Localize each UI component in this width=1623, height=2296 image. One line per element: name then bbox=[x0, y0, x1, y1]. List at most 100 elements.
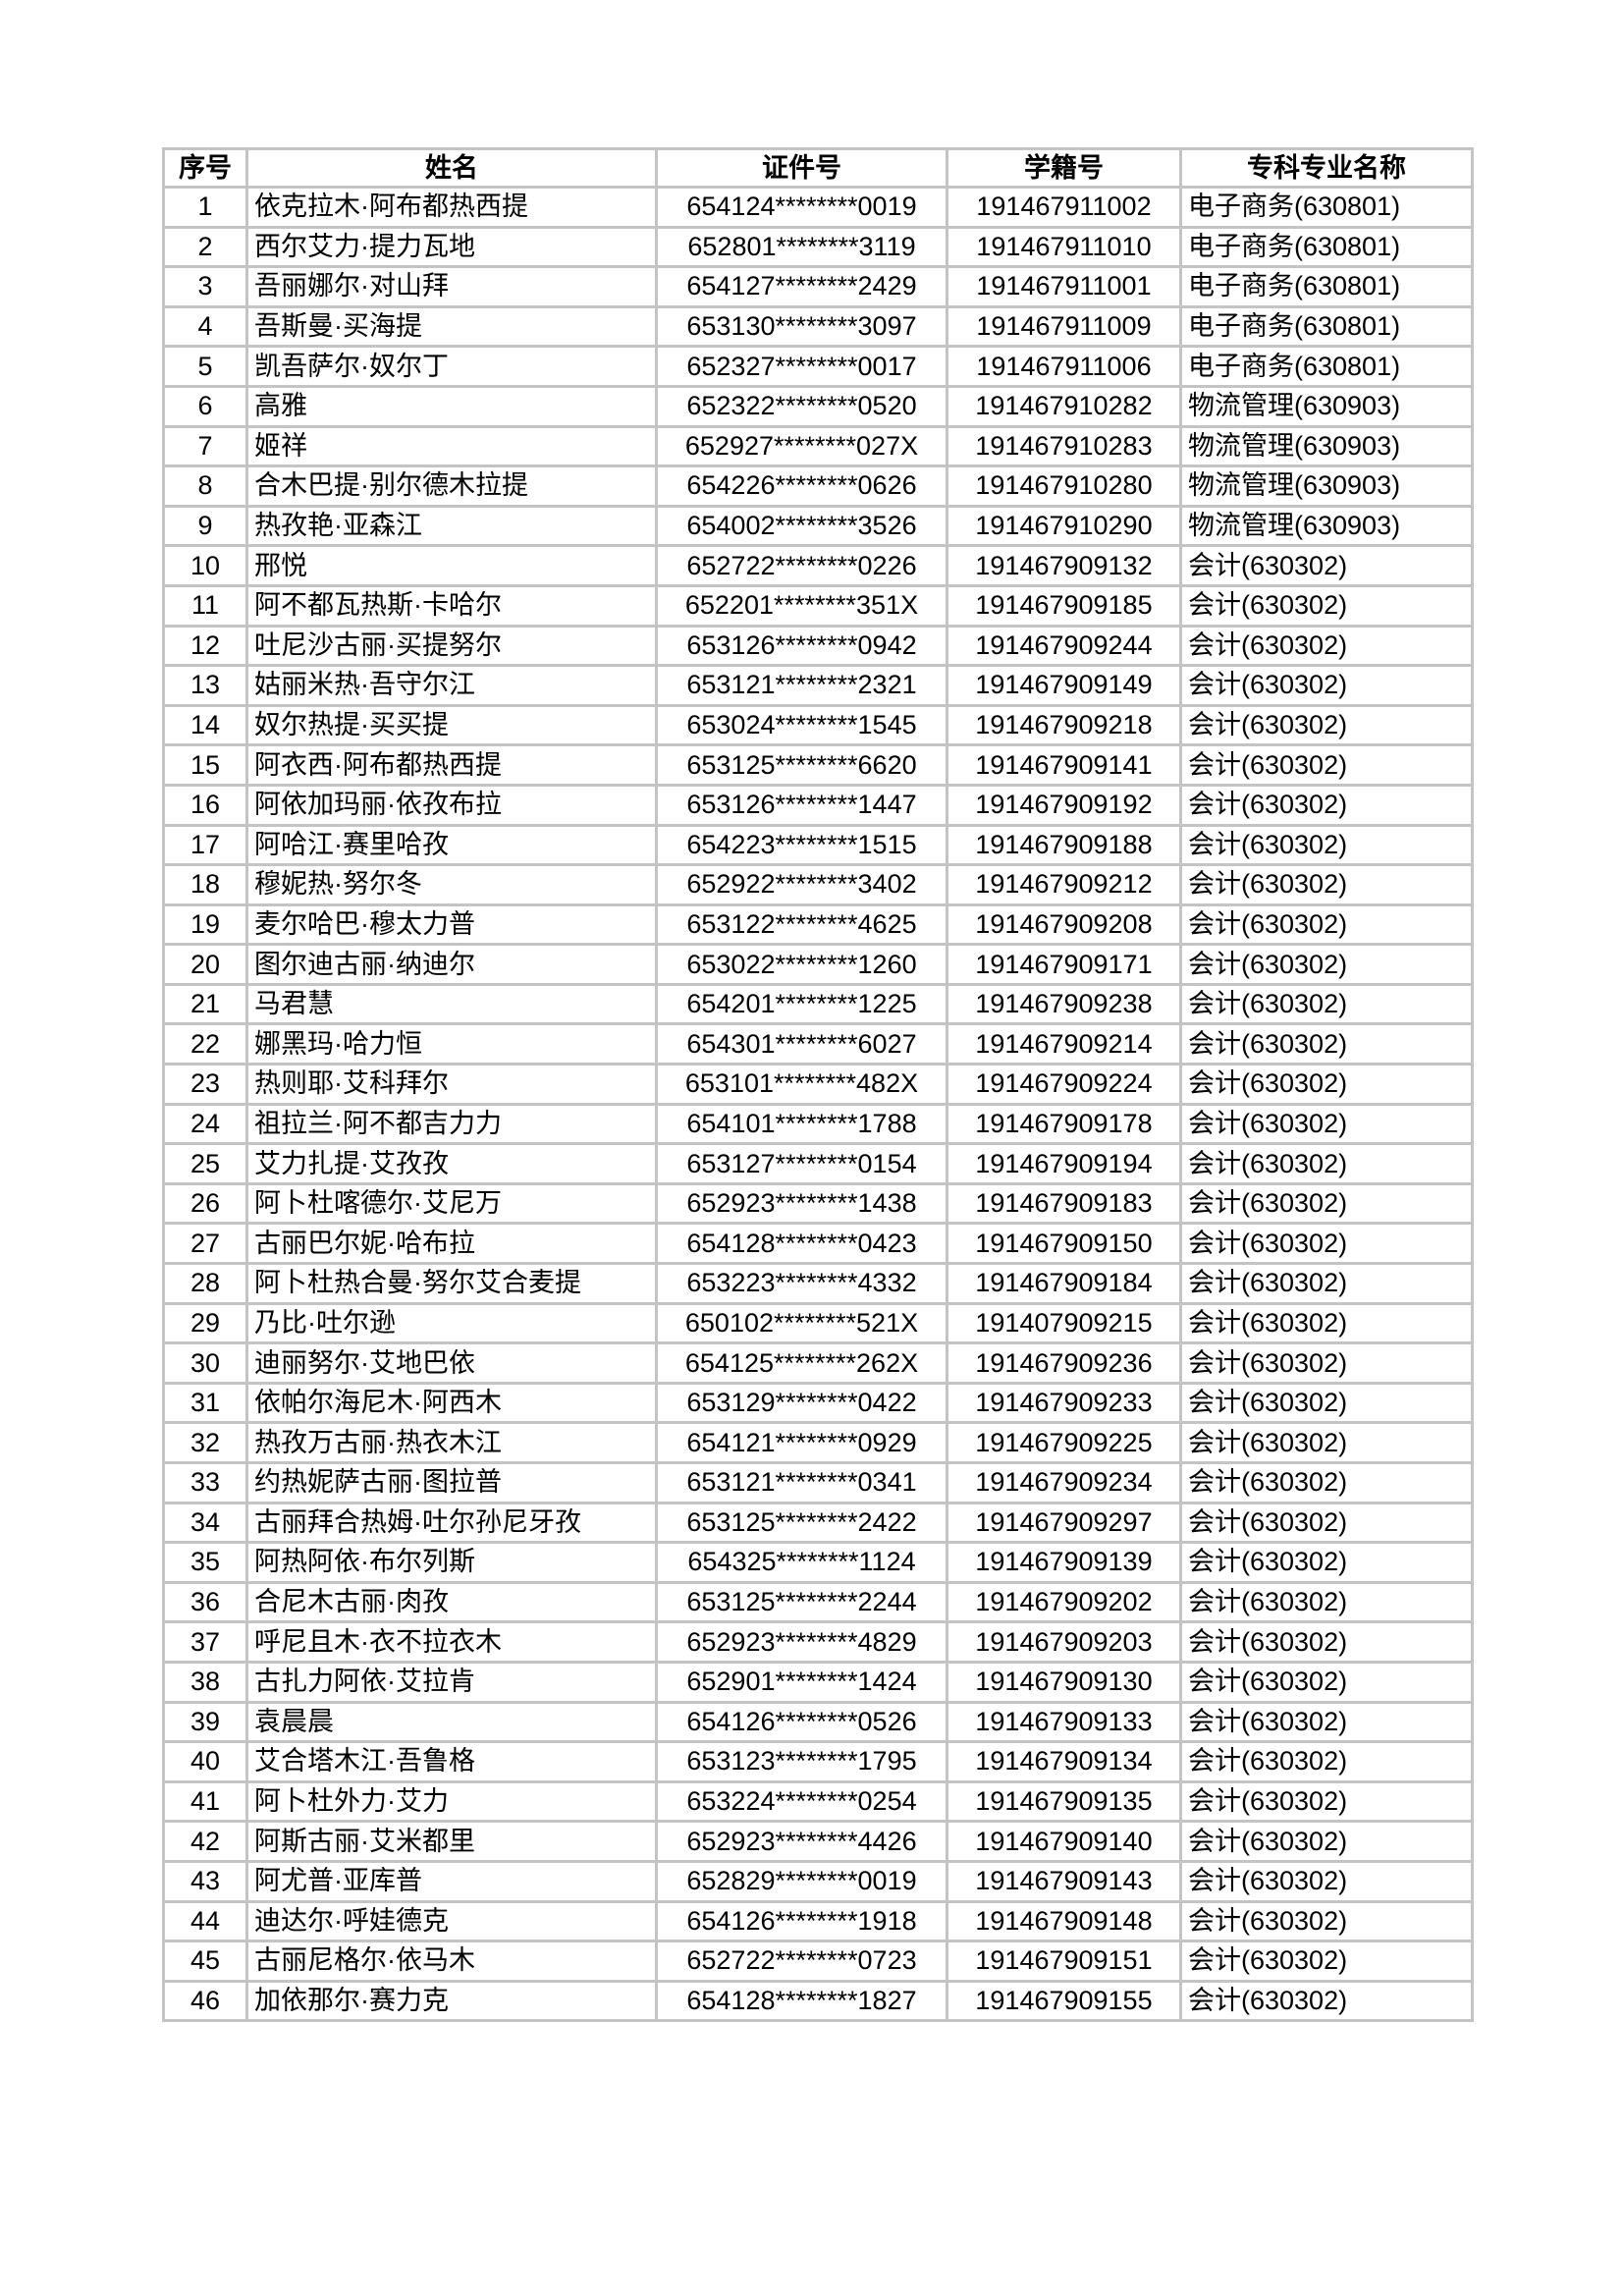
cell-name: 合木巴提·别尔德木拉提 bbox=[245, 465, 658, 508]
cell-student-number: 191467909184 bbox=[946, 1262, 1182, 1305]
cell-student-number: 191467910290 bbox=[946, 504, 1182, 548]
cell-seq: 37 bbox=[162, 1620, 248, 1664]
cell-student-number: 191467909185 bbox=[946, 583, 1182, 628]
cell-name: 阿尤普·亚库普 bbox=[245, 1859, 658, 1903]
cell-seq: 10 bbox=[162, 544, 248, 587]
cell-seq: 25 bbox=[162, 1142, 248, 1185]
cell-id-number: 653130********3097 bbox=[655, 304, 948, 349]
cell-seq: 8 bbox=[162, 465, 248, 508]
cell-major: 会计(630302) bbox=[1179, 943, 1474, 986]
cell-name: 阿不都瓦热斯·卡哈尔 bbox=[245, 583, 658, 628]
table-row: 18 穆妮热·努尔冬 652922********3402 191467909212 会… bbox=[162, 863, 1474, 906]
cell-seq: 38 bbox=[162, 1660, 248, 1704]
cell-major: 物流管理(630903) bbox=[1179, 465, 1474, 508]
cell-student-number: 191467909183 bbox=[946, 1181, 1182, 1226]
cell-student-number: 191467909148 bbox=[946, 1899, 1182, 1943]
cell-name: 约热妮萨古丽·图拉普 bbox=[245, 1461, 658, 1504]
table-row: 10 邢悦 652722********0226 191467909132 会计(630… bbox=[162, 544, 1474, 587]
table-row: 5 凯吾萨尔·奴尔丁 652327********0017 191467911006 电… bbox=[162, 345, 1474, 388]
table-row: 37 呼尼且木·衣不拉衣木 652923********4829 1914679092… bbox=[162, 1620, 1474, 1664]
table-body: 1 依克拉木·阿布都热西提 654124********0019 1914679110… bbox=[162, 186, 1474, 2023]
cell-id-number: 654127********2429 bbox=[655, 265, 948, 308]
cell-id-number: 653125********6620 bbox=[655, 743, 948, 787]
cell-name: 古丽尼格尔·依马木 bbox=[245, 1940, 658, 1983]
table-row: 30 迪丽努尔·艾地巴依 654125********262X 19146790923… bbox=[162, 1341, 1474, 1385]
cell-student-number: 191467909134 bbox=[946, 1740, 1182, 1783]
cell-seq: 46 bbox=[162, 1979, 248, 2023]
table-row: 41 阿卜杜外力·艾力 653224********0254 191467909135… bbox=[162, 1779, 1474, 1824]
cell-major: 会计(630302) bbox=[1179, 1541, 1474, 1584]
cell-id-number: 652722********0226 bbox=[655, 544, 948, 587]
cell-major: 会计(630302) bbox=[1179, 823, 1474, 867]
cell-name: 阿卜杜热合曼·努尔艾合麦提 bbox=[245, 1262, 658, 1305]
cell-major: 会计(630302) bbox=[1179, 1421, 1474, 1464]
cell-student-number: 191467909208 bbox=[946, 902, 1182, 947]
cell-id-number: 653121********2321 bbox=[655, 664, 948, 707]
cell-student-number: 191467909233 bbox=[946, 1381, 1182, 1425]
table-row: 4 吾斯曼·买海提 653130********3097 191467911009 电子… bbox=[162, 304, 1474, 349]
cell-major: 物流管理(630903) bbox=[1179, 384, 1474, 428]
cell-id-number: 654128********0423 bbox=[655, 1222, 948, 1266]
table-row: 16 阿依加玛丽·依孜布拉 653126********1447 1914679091… bbox=[162, 783, 1474, 827]
cell-seq: 33 bbox=[162, 1461, 248, 1504]
cell-id-number: 653129********0422 bbox=[655, 1381, 948, 1425]
cell-name: 迪达尔·呼娃德克 bbox=[245, 1899, 658, 1943]
cell-seq: 4 bbox=[162, 304, 248, 349]
cell-student-number: 191467909143 bbox=[946, 1859, 1182, 1903]
cell-seq: 34 bbox=[162, 1501, 248, 1545]
table-row: 24 祖拉兰·阿不都吉力力 654101********1788 1914679091… bbox=[162, 1102, 1474, 1146]
table-row: 28 阿卜杜热合曼·努尔艾合麦提 653223********4332 1914679… bbox=[162, 1262, 1474, 1305]
table-row: 13 姑丽米热·吾守尔江 653121********2321 19146790914… bbox=[162, 664, 1474, 707]
cell-seq: 15 bbox=[162, 743, 248, 787]
cell-id-number: 654201********1225 bbox=[655, 982, 948, 1026]
cell-student-number: 191467909218 bbox=[946, 703, 1182, 747]
cell-student-number: 191467911002 bbox=[946, 186, 1182, 229]
cell-name: 邢悦 bbox=[245, 544, 658, 587]
cell-id-number: 652922********3402 bbox=[655, 863, 948, 906]
table-row: 6 高雅 652322********0520 191467910282 物流管理(63… bbox=[162, 384, 1474, 428]
cell-student-number: 191467911001 bbox=[946, 265, 1182, 308]
cell-name: 热则耶·艾科拜尔 bbox=[245, 1063, 658, 1106]
cell-seq: 7 bbox=[162, 424, 248, 468]
cell-id-number: 654121********0929 bbox=[655, 1421, 948, 1464]
cell-name: 阿卜杜外力·艾力 bbox=[245, 1779, 658, 1824]
cell-major: 会计(630302) bbox=[1179, 1063, 1474, 1106]
cell-student-number: 191467909135 bbox=[946, 1779, 1182, 1824]
cell-major: 会计(630302) bbox=[1179, 1102, 1474, 1146]
cell-id-number: 654226********0626 bbox=[655, 465, 948, 508]
cell-id-number: 654126********1918 bbox=[655, 1899, 948, 1943]
cell-seq: 2 bbox=[162, 225, 248, 269]
cell-name: 艾力扎提·艾孜孜 bbox=[245, 1142, 658, 1185]
cell-major: 会计(630302) bbox=[1179, 1222, 1474, 1266]
cell-major: 会计(630302) bbox=[1179, 583, 1474, 628]
cell-major: 会计(630302) bbox=[1179, 1461, 1474, 1504]
cell-student-number: 191467911006 bbox=[946, 345, 1182, 388]
cell-student-number: 191467909225 bbox=[946, 1421, 1182, 1464]
cell-major: 会计(630302) bbox=[1179, 1580, 1474, 1624]
cell-name: 姑丽米热·吾守尔江 bbox=[245, 664, 658, 707]
cell-name: 艾合塔木江·吾鲁格 bbox=[245, 1740, 658, 1783]
cell-name: 热孜万古丽·热衣木江 bbox=[245, 1421, 658, 1464]
cell-id-number: 654124********0019 bbox=[655, 186, 948, 229]
cell-seq: 6 bbox=[162, 384, 248, 428]
cell-major: 会计(630302) bbox=[1179, 1381, 1474, 1425]
cell-major: 会计(630302) bbox=[1179, 1142, 1474, 1185]
table-row: 43 阿尤普·亚库普 652829********0019 191467909143 会… bbox=[162, 1859, 1474, 1903]
cell-seq: 19 bbox=[162, 902, 248, 947]
table-row: 42 阿斯古丽·艾米都里 652923********4426 19146790914… bbox=[162, 1820, 1474, 1863]
table-row: 12 吐尼沙古丽·买提努尔 653126********0942 1914679092… bbox=[162, 624, 1474, 668]
cell-name: 麦尔哈巴·穆太力普 bbox=[245, 902, 658, 947]
cell-seq: 45 bbox=[162, 1940, 248, 1983]
table-row: 1 依克拉木·阿布都热西提 654124********0019 1914679110… bbox=[162, 186, 1474, 229]
cell-name: 合尼木古丽·肉孜 bbox=[245, 1580, 658, 1624]
cell-id-number: 650102********521X bbox=[655, 1301, 948, 1345]
cell-student-number: 191467909150 bbox=[946, 1222, 1182, 1266]
table-row: 7 姬祥 652927********027X 191467910283 物流管理(63… bbox=[162, 424, 1474, 468]
table-row: 25 艾力扎提·艾孜孜 653127********0154 191467909194… bbox=[162, 1142, 1474, 1185]
cell-major: 会计(630302) bbox=[1179, 1620, 1474, 1664]
table-row: 3 吾丽娜尔·对山拜 654127********2429 191467911001 电… bbox=[162, 265, 1474, 308]
cell-seq: 39 bbox=[162, 1700, 248, 1744]
cell-name: 阿哈江·赛里哈孜 bbox=[245, 823, 658, 867]
cell-id-number: 654126********0526 bbox=[655, 1700, 948, 1744]
cell-id-number: 653121********0341 bbox=[655, 1461, 948, 1504]
